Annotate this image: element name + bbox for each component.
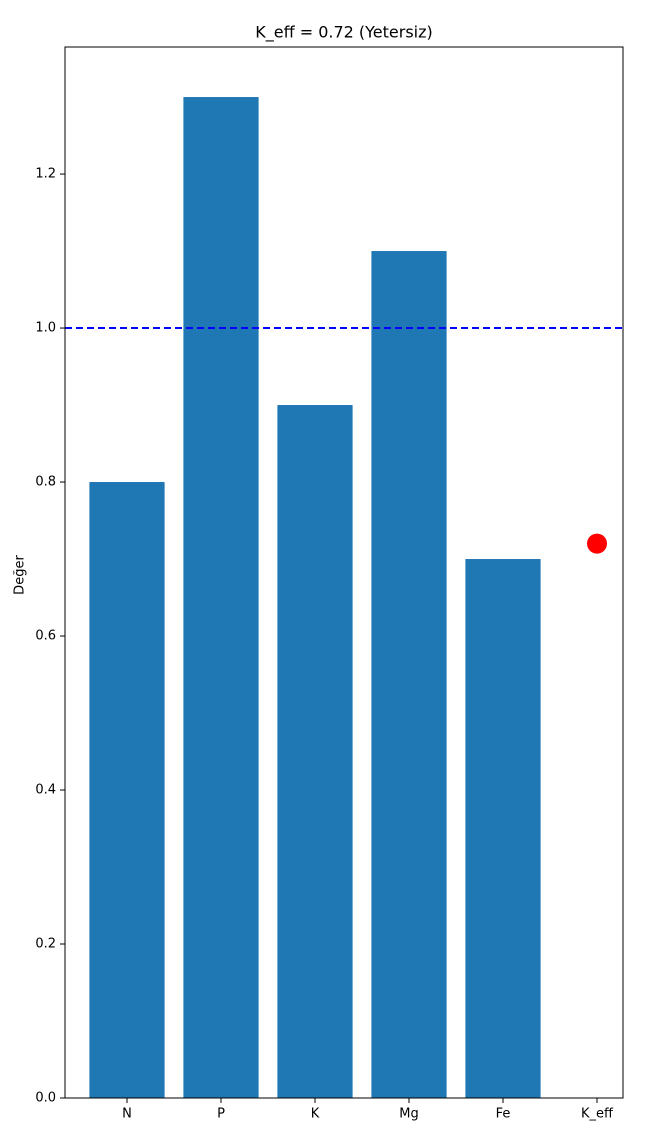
y-tick-label: 0.4 <box>35 783 56 798</box>
x-tick-label: K <box>311 1107 320 1122</box>
bar <box>89 482 165 1098</box>
x-tick-label: K_eff <box>581 1107 614 1122</box>
point <box>587 533 607 554</box>
x-tick-label: P <box>217 1107 225 1122</box>
y-tick-label: 0.2 <box>35 937 56 952</box>
bar <box>371 251 447 1099</box>
x-tick-label: N <box>122 1107 132 1122</box>
y-tick-label: 0.6 <box>35 629 56 644</box>
y-tick-label: 1.0 <box>35 321 56 336</box>
y-axis-label: Değer <box>13 555 28 595</box>
y-tick-label: 0.8 <box>35 475 56 490</box>
chart-title: K_eff = 0.72 (Yetersiz) <box>255 23 433 43</box>
x-tick-label: Fe <box>496 1107 511 1122</box>
y-tick-label: 0.0 <box>35 1091 56 1106</box>
x-tick-label: Mg <box>399 1107 418 1122</box>
y-tick-label: 1.2 <box>35 167 56 182</box>
bar <box>465 559 541 1098</box>
bar <box>277 405 353 1098</box>
bar <box>183 97 259 1099</box>
plot-frame <box>64 46 624 1099</box>
